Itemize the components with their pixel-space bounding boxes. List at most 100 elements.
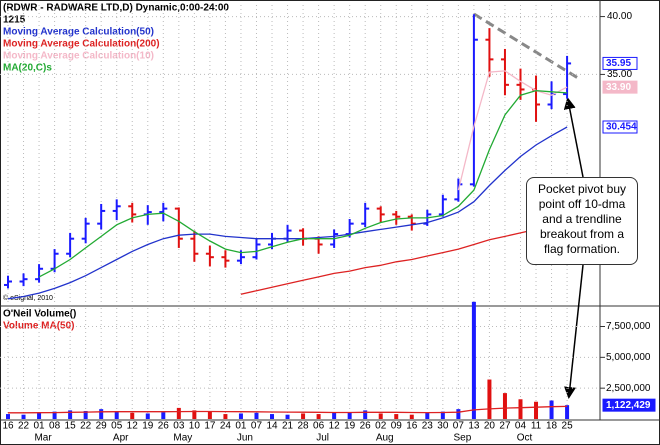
volume-bar <box>145 413 150 419</box>
volume-bar <box>534 401 539 419</box>
x-tick-label: 12 <box>329 421 341 432</box>
x-tick-label: 09 <box>391 421 403 432</box>
x-tick-label: 21 <box>282 421 294 432</box>
volume-bar <box>130 412 135 419</box>
x-tick-label: 26 <box>360 421 372 432</box>
x-tick-label: 11 <box>531 421 542 432</box>
x-tick-label: 01 <box>33 421 45 432</box>
volume-bar <box>456 409 461 419</box>
volume-bar <box>223 414 228 419</box>
volume-bar <box>409 414 414 419</box>
legend-entry: MA(20,C)s <box>3 63 52 74</box>
volume-bar <box>363 410 368 419</box>
volume-bar <box>549 400 554 419</box>
ma-line <box>457 70 568 191</box>
x-tick-label: 18 <box>546 421 558 432</box>
legend-entry: Moving Average Calculation(200) <box>3 39 160 50</box>
trendline <box>473 12 579 80</box>
month-label: Aug <box>376 433 394 444</box>
volume-bar <box>37 412 42 419</box>
x-tick-label: 24 <box>220 421 232 432</box>
x-tick-label: 19 <box>344 421 356 432</box>
volume-bar <box>192 410 197 419</box>
volume-bar <box>238 413 243 419</box>
y-tick-label: 2,500,000 <box>606 383 651 394</box>
volume-bar <box>285 414 290 419</box>
x-tick-label: 28 <box>298 421 310 432</box>
x-tick-label: 07 <box>453 421 465 432</box>
x-tick-label: 25 <box>562 421 574 432</box>
x-tick-label: 05 <box>111 421 123 432</box>
volume-bar <box>471 301 476 419</box>
x-tick-label: 27 <box>499 421 511 432</box>
x-tick-label: 29 <box>96 421 108 432</box>
volume-bar <box>52 411 57 419</box>
x-tick-label: 04 <box>515 421 527 432</box>
x-tick-label: 30 <box>437 421 449 432</box>
legend-entry: Volume MA(50) <box>3 321 75 332</box>
x-tick-label: 01 <box>235 421 247 432</box>
volume-bar <box>68 410 73 419</box>
ma-line <box>7 126 568 300</box>
last-value-label: 1,122,429 <box>606 400 651 411</box>
month-label: Sep <box>453 433 471 444</box>
volume-bar <box>316 414 321 419</box>
volume-bar <box>207 411 212 419</box>
legend-entry: Moving Average Calculation(10) <box>3 51 154 62</box>
volume-bar <box>301 413 306 419</box>
x-tick-label: 07 <box>251 421 263 432</box>
x-tick-label: 17 <box>204 421 216 432</box>
y-tick-label: 5,000,000 <box>606 352 651 363</box>
x-tick-label: 06 <box>313 421 325 432</box>
annotation-arrow <box>563 264 584 399</box>
y-tick-label: 40.00 <box>607 11 632 22</box>
month-label: Oct <box>517 433 533 444</box>
x-tick-label: 14 <box>266 421 278 432</box>
volume-bar <box>270 414 275 419</box>
month-label: Jun <box>237 433 253 444</box>
volume-bar <box>378 413 383 419</box>
x-tick-label: 19 <box>142 421 154 432</box>
volume-bar <box>254 412 259 419</box>
x-tick-label: 10 <box>189 421 201 432</box>
x-tick-label: 23 <box>422 421 434 432</box>
volume-bar <box>176 407 181 419</box>
volume-bar <box>332 412 337 419</box>
volume-bar <box>114 411 119 419</box>
x-tick-label: 12 <box>127 421 139 432</box>
y-tick-label: 35.00 <box>607 69 632 80</box>
month-label: Mar <box>34 433 52 444</box>
ma-line <box>240 221 568 295</box>
last-value-box <box>602 120 638 134</box>
credit: © eSignal, 2010 <box>3 294 53 302</box>
volume-bar <box>21 414 26 419</box>
volume-bar <box>347 412 352 419</box>
x-tick-label: 08 <box>49 421 61 432</box>
volume-bar <box>394 414 399 419</box>
x-tick-label: 15 <box>65 421 77 432</box>
annotation: Pocket pivot buy point off 10-dma and a … <box>526 177 638 265</box>
volume-bar <box>99 409 104 419</box>
volume-title: O'Neil Volume() <box>3 309 76 320</box>
x-tick-label: 16 <box>406 421 418 432</box>
volume-bar <box>565 405 570 419</box>
last-value-box <box>602 80 638 94</box>
volume-bar <box>425 412 430 419</box>
volume-bar <box>6 414 10 419</box>
x-tick-label: 03 <box>173 421 185 432</box>
volume-bar <box>83 410 88 419</box>
y-tick-label: 7,500,000 <box>606 321 651 332</box>
x-tick-label: 13 <box>468 421 480 432</box>
x-tick-label: 20 <box>484 421 496 432</box>
last-value-label: 33.90 <box>606 82 631 93</box>
x-tick-label: 22 <box>18 421 30 432</box>
x-tick-label: 02 <box>375 421 387 432</box>
last-value-box <box>602 56 638 70</box>
volume-bar <box>502 393 507 419</box>
volume-bar <box>518 399 523 419</box>
annotation-arrow <box>563 97 584 178</box>
chart-subtitle: 1215 <box>3 15 26 26</box>
last-value-label: 30.454 <box>606 122 637 133</box>
x-tick-label: 16 <box>2 421 14 432</box>
